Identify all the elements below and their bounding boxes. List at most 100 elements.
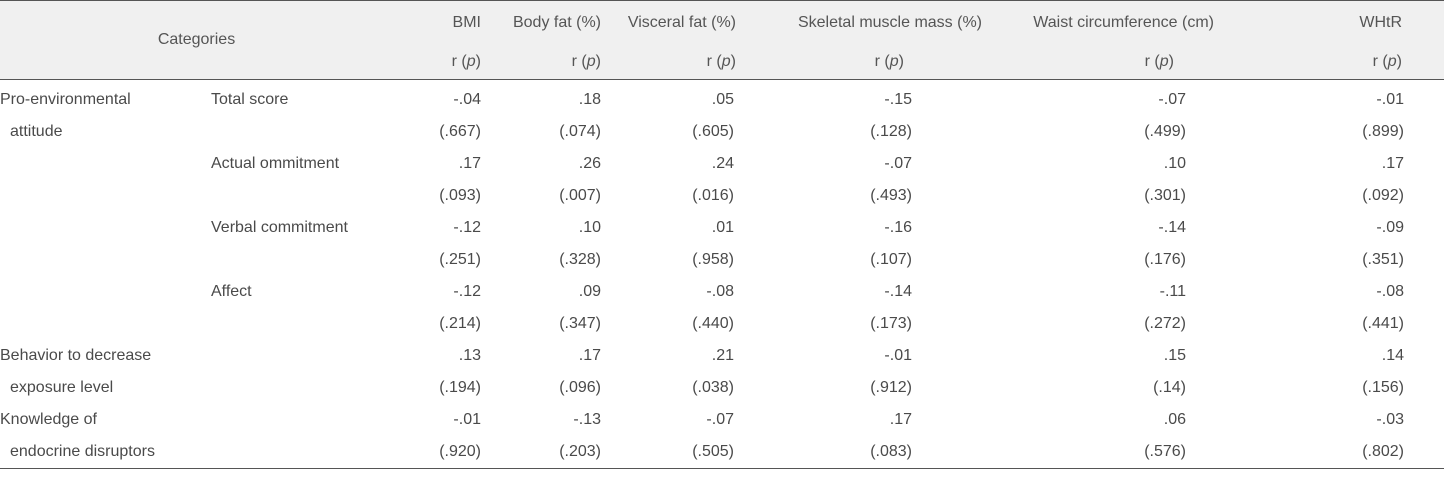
table-cell: .10 [578, 219, 601, 236]
table-cell: -.01 [884, 347, 912, 364]
table-row: Behavior to decrease .13 .17 .21 -.01 .15 .14 [0, 340, 1444, 372]
table-cell: (.128) [870, 123, 912, 140]
table-cell: (.899) [1362, 123, 1404, 140]
stat-prefix: r ( [874, 52, 890, 70]
stat-p: p [466, 52, 476, 70]
table-header: Categories BMI Body fat (%) Visceral fat… [0, 0, 1444, 80]
table-cell: (.083) [748, 436, 1000, 469]
table-row: Pro-environmental Total score -.04 .18 .05 -.… [0, 80, 1444, 117]
table-cell: .26 [578, 155, 601, 172]
table-row: Knowledge of -.01 -.13 -.07 .17 .06 -.03 [0, 404, 1444, 436]
stat-suffix: ) [730, 52, 736, 70]
subcategory-label [198, 404, 393, 436]
table-cell: (.074) [559, 123, 601, 140]
table-cell: -.04 [453, 91, 481, 108]
table-cell: (.007) [559, 187, 601, 204]
table-cell: .15 [1163, 347, 1186, 364]
stat-p: p [586, 52, 596, 70]
subcategory-label: Verbal commitment [211, 219, 348, 236]
table-cell: .06 [1163, 411, 1186, 428]
table-cell: .24 [711, 155, 734, 172]
table-row: Affect -.12 .09 -.08 -.14 -.11 -.08 [0, 276, 1444, 308]
table-row: (.251) (.328) (.958) (.107) (.176) (.351) [0, 244, 1444, 276]
table-cell: (.440) [692, 315, 734, 332]
table-cell: -.14 [1158, 219, 1186, 236]
stat-label-4: r (p) [1000, 44, 1244, 80]
table-cell: (.214) [439, 315, 481, 332]
table-row: Actual ommitment .17 .26 .24 -.07 .10 .17 [0, 148, 1444, 180]
stat-label-3: r (p) [748, 44, 1000, 80]
category-label: attitude [10, 123, 63, 140]
subcategory-label [198, 180, 393, 212]
category-label: Pro-environmental [0, 91, 131, 108]
table-cell: -.13 [573, 411, 601, 428]
stat-label-2: r (p) [613, 44, 748, 80]
table-cell: (.576) [1000, 436, 1244, 469]
subcategory-label [198, 244, 393, 276]
subcategory-label [198, 340, 393, 372]
column-header-bmi: BMI [393, 0, 493, 44]
table-cell: (.016) [692, 187, 734, 204]
stat-p: p [721, 52, 731, 70]
table-cell: .18 [578, 91, 601, 108]
category-label: Knowledge of [0, 411, 97, 428]
table-cell: (.092) [1362, 187, 1404, 204]
stat-prefix: r ( [571, 52, 587, 70]
stat-label-1: r (p) [493, 44, 613, 80]
table-cell: .01 [711, 219, 734, 236]
table-cell: (.441) [1362, 315, 1404, 332]
subcategory-label: Affect [211, 283, 252, 300]
subcategory-label [198, 308, 393, 340]
table-cell: -.11 [1159, 283, 1186, 300]
column-header-skeletal-muscle: Skeletal muscle mass (%) [748, 0, 1000, 44]
table-cell: -.14 [884, 283, 912, 300]
category-label: Behavior to decrease [0, 347, 152, 364]
table-cell: .13 [458, 347, 481, 364]
table-cell: (.176) [1144, 251, 1186, 268]
stat-suffix: ) [1168, 52, 1174, 70]
table-cell: (.328) [559, 251, 601, 268]
table-cell: -.01 [453, 411, 481, 428]
table-cell: (.920) [393, 436, 493, 469]
table-cell: -.03 [1376, 411, 1404, 428]
table-cell: (.203) [493, 436, 613, 469]
table-cell: (.194) [439, 379, 481, 396]
stat-suffix: ) [595, 52, 601, 70]
table-cell: .17 [889, 411, 912, 428]
table-row: (.093) (.007) (.016) (.493) (.301) (.092) [0, 180, 1444, 212]
category-label [0, 180, 198, 212]
subcategory-label: Actual ommitment [211, 155, 340, 172]
category-label [0, 244, 198, 276]
table-cell: (.351) [1362, 251, 1404, 268]
table-cell: -.12 [453, 283, 481, 300]
table-row: attitude (.667) (.074) (.605) (.128) (.499) (.… [0, 116, 1444, 148]
table-cell: (.038) [692, 379, 734, 396]
stat-label-5: r (p) [1244, 44, 1444, 80]
category-label [0, 276, 198, 308]
table-cell: -.07 [706, 411, 734, 428]
table-cell: (.493) [870, 187, 912, 204]
table-cell: (.347) [559, 315, 601, 332]
table-cell: -.07 [1158, 91, 1186, 108]
table-cell: (.251) [439, 251, 481, 268]
table-cell: -.12 [453, 219, 481, 236]
stat-suffix: ) [898, 52, 904, 70]
table-cell: (.499) [1144, 123, 1186, 140]
table-cell: -.01 [1376, 91, 1404, 108]
table-cell: -.08 [706, 283, 734, 300]
table-cell: (.505) [613, 436, 748, 469]
table-cell: (.272) [1144, 315, 1186, 332]
column-header-waist: Waist circumference (cm) [1000, 0, 1244, 44]
table-cell: .17 [1381, 155, 1404, 172]
table-cell: -.07 [884, 155, 912, 172]
subcategory-label: Total score [211, 91, 289, 108]
column-header-visceral-fat: Visceral fat (%) [613, 0, 748, 44]
table-cell: .17 [578, 347, 601, 364]
stat-suffix: ) [475, 52, 481, 70]
table-cell: (.093) [439, 187, 481, 204]
table-cell: .17 [458, 155, 481, 172]
column-header-body-fat: Body fat (%) [493, 0, 613, 44]
table-cell: (.301) [1144, 187, 1186, 204]
stat-prefix: r ( [1372, 52, 1388, 70]
table-row: Verbal commitment -.12 .10 .01 -.16 -.14 -.09 [0, 212, 1444, 244]
